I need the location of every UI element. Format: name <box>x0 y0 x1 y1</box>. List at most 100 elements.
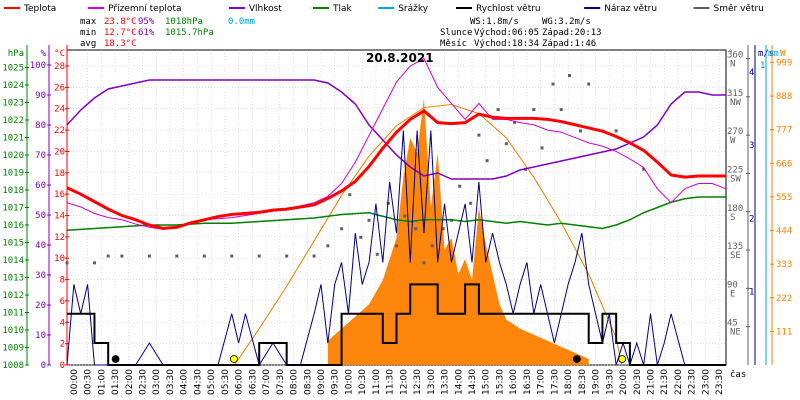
wind-speed-info: WS:1.8m/s <box>470 17 519 27</box>
chart-series <box>65 57 727 367</box>
hpa-tick-label: 1015 <box>2 239 24 249</box>
temp-tick-label: 22 <box>54 126 65 136</box>
temp-tick-label: 12 <box>54 233 65 243</box>
dir-compass-label: W <box>730 136 736 146</box>
legend-label: Náraz větru <box>604 4 657 14</box>
temp-tick-label: 28 <box>54 62 65 72</box>
wind-direction-point <box>403 214 407 218</box>
stats-value: 1018hPa <box>165 17 203 27</box>
pct-tick-label: 30 <box>35 271 46 281</box>
pct-tick-label: 20 <box>35 301 46 311</box>
x-tick-label: 18:00 <box>564 369 574 395</box>
x-tick-label: 14:00 <box>454 369 464 395</box>
temp-tick-label: 24 <box>54 105 65 115</box>
moonrise-marker <box>573 355 581 363</box>
wind-direction-point <box>375 252 379 256</box>
wind-direction-point <box>567 74 571 78</box>
wind-direction-point <box>285 254 289 258</box>
w-axis-label: W <box>780 49 786 59</box>
x-tick-label: 05:00 <box>207 369 217 395</box>
hpa-tick-label: 1025 <box>2 64 24 74</box>
pct-tick-label: 60 <box>35 181 46 191</box>
dir-compass-label: S <box>730 213 735 223</box>
wind-direction-point <box>348 193 352 197</box>
x-tick-label: 18:30 <box>578 369 588 395</box>
dir-compass-label: N <box>730 60 735 70</box>
wind-gust-info: WG:3.2m/s <box>542 17 591 27</box>
dir-tick-label: 270 <box>727 127 743 137</box>
x-tick-label: 12:30 <box>413 369 423 395</box>
hpa-tick-label: 1013 <box>2 274 24 284</box>
hpa-axis-label: hPa <box>8 49 24 59</box>
w-tick-label: 111 <box>776 327 792 337</box>
wind-direction-point <box>540 146 544 150</box>
pct-tick-label: 0 <box>41 361 46 371</box>
wind-direction-point <box>202 254 206 258</box>
pct-tick-label: 100 <box>30 61 46 71</box>
moonset-info: Západ:1:46 <box>542 39 596 49</box>
x-tick-label: 15:30 <box>495 369 505 395</box>
wind-direction-point <box>367 218 371 222</box>
x-tick-label: 07:30 <box>276 369 286 395</box>
pct-tick-label: 70 <box>35 151 46 161</box>
dir-compass-label: SW <box>730 174 741 184</box>
temp-axis-label: °C <box>54 49 65 59</box>
w-tick-label: 333 <box>776 260 792 270</box>
x-tick-label: 00:30 <box>84 369 94 395</box>
x-tick-label: 16:30 <box>523 369 533 395</box>
x-tick-label: 23:30 <box>715 369 725 395</box>
wind-direction-point <box>477 133 481 137</box>
hpa-tick-label: 1016 <box>2 221 24 231</box>
wind-direction-point <box>395 244 398 248</box>
x-tick-label: 23:00 <box>701 369 711 395</box>
wind-direction-point <box>496 108 500 112</box>
temp-tick-label: 8 <box>60 276 65 286</box>
sun-arc-line <box>234 104 623 366</box>
wind-direction-point <box>92 261 96 265</box>
wind-direction-point <box>485 159 489 163</box>
pct-tick-label: 50 <box>35 211 46 221</box>
stats-value: 23.8°C <box>104 17 137 27</box>
stats-value: 0.0mm <box>228 17 255 27</box>
dir-tick-label: 45 <box>727 319 738 329</box>
wind-direction-point <box>458 184 462 188</box>
wind-direction-point <box>430 244 434 248</box>
dir-tick-label: 135 <box>727 242 743 252</box>
sunrise-marker <box>230 355 238 363</box>
chart-date-title: 20.8.2021 <box>366 51 434 65</box>
wind-direction-point <box>532 108 536 112</box>
pct-tick-label: 40 <box>35 241 46 251</box>
temp-tick-label: 20 <box>54 147 65 157</box>
stats-value: 95% <box>138 17 155 27</box>
temp-tick-label: 18 <box>54 169 65 179</box>
hpa-tick-label: 1020 <box>2 151 24 161</box>
wind-direction-point <box>513 120 517 124</box>
x-tick-label: 22:00 <box>674 369 684 395</box>
sunrise-info: Východ:06:05 <box>474 28 539 38</box>
w-tick-label: 777 <box>776 126 792 136</box>
w-tick-label: 999 <box>776 58 792 68</box>
hpa-tick-label: 1008 <box>2 361 24 371</box>
x-tick-label: 21:30 <box>660 369 670 395</box>
temp-tick-label: 0 <box>60 361 65 371</box>
wind-direction-point <box>65 261 69 265</box>
temp-tick-label: 10 <box>54 254 65 264</box>
wind-direction-point <box>578 129 582 133</box>
hpa-tick-label: 1010 <box>2 326 24 336</box>
x-tick-label: 05:30 <box>221 369 231 395</box>
chart-header: Teplota Přízemní teplota Vlhkost Tlak Srážky… <box>4 4 764 65</box>
x-tick-label: 03:30 <box>166 369 176 395</box>
ms-tick-label: 1 <box>749 288 754 298</box>
x-tick-label: 04:00 <box>180 369 190 395</box>
pct-tick-label: 90 <box>35 91 46 101</box>
wind-direction-point <box>230 254 234 258</box>
dir-compass-label: NE <box>730 328 741 338</box>
dir-compass-label: E <box>730 289 735 299</box>
wind-direction-point <box>257 254 261 258</box>
x-tick-label: 10:00 <box>344 369 354 395</box>
x-tick-label: 02:30 <box>139 369 149 395</box>
moonset-marker <box>111 355 120 363</box>
x-tick-label: 03:00 <box>152 369 162 395</box>
dir-axis-label: ° <box>728 49 733 59</box>
